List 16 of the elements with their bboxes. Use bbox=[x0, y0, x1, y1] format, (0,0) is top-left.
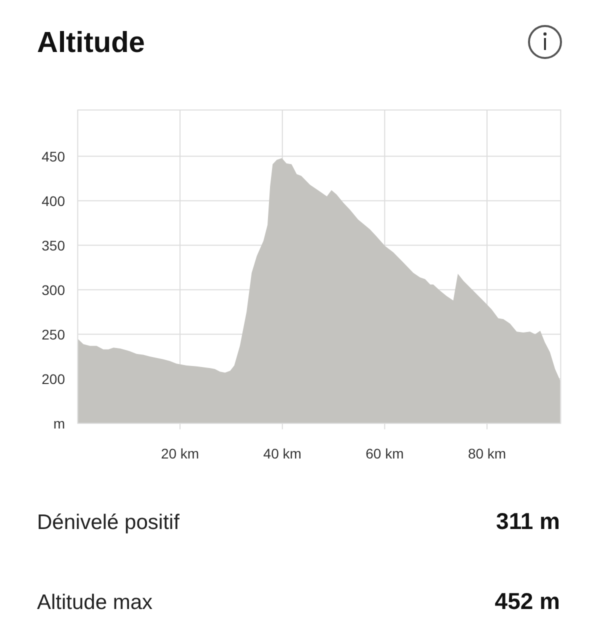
text: Dénivelé positif bbox=[37, 511, 180, 534]
text: Altitude max bbox=[37, 591, 154, 614]
y-tick-label: 300 bbox=[42, 282, 66, 298]
y-tick-label: 250 bbox=[42, 326, 66, 342]
chart-title: Altitude bbox=[37, 27, 145, 59]
x-tick-label: 20 km bbox=[160, 445, 200, 462]
x-tick-label: 60 km bbox=[366, 445, 404, 462]
y-tick-label: 400 bbox=[42, 192, 66, 209]
x-tick-label: 80 km bbox=[468, 445, 506, 462]
y-tick-label: 200 bbox=[42, 370, 66, 387]
y-tick-label: 450 bbox=[42, 148, 66, 164]
text: 311 m bbox=[496, 508, 560, 534]
x-tick-label: 40 km bbox=[263, 445, 302, 462]
y-tick-label: 350 bbox=[42, 237, 66, 254]
text: 452 m bbox=[494, 588, 560, 614]
y-tick-label: m bbox=[53, 415, 65, 432]
